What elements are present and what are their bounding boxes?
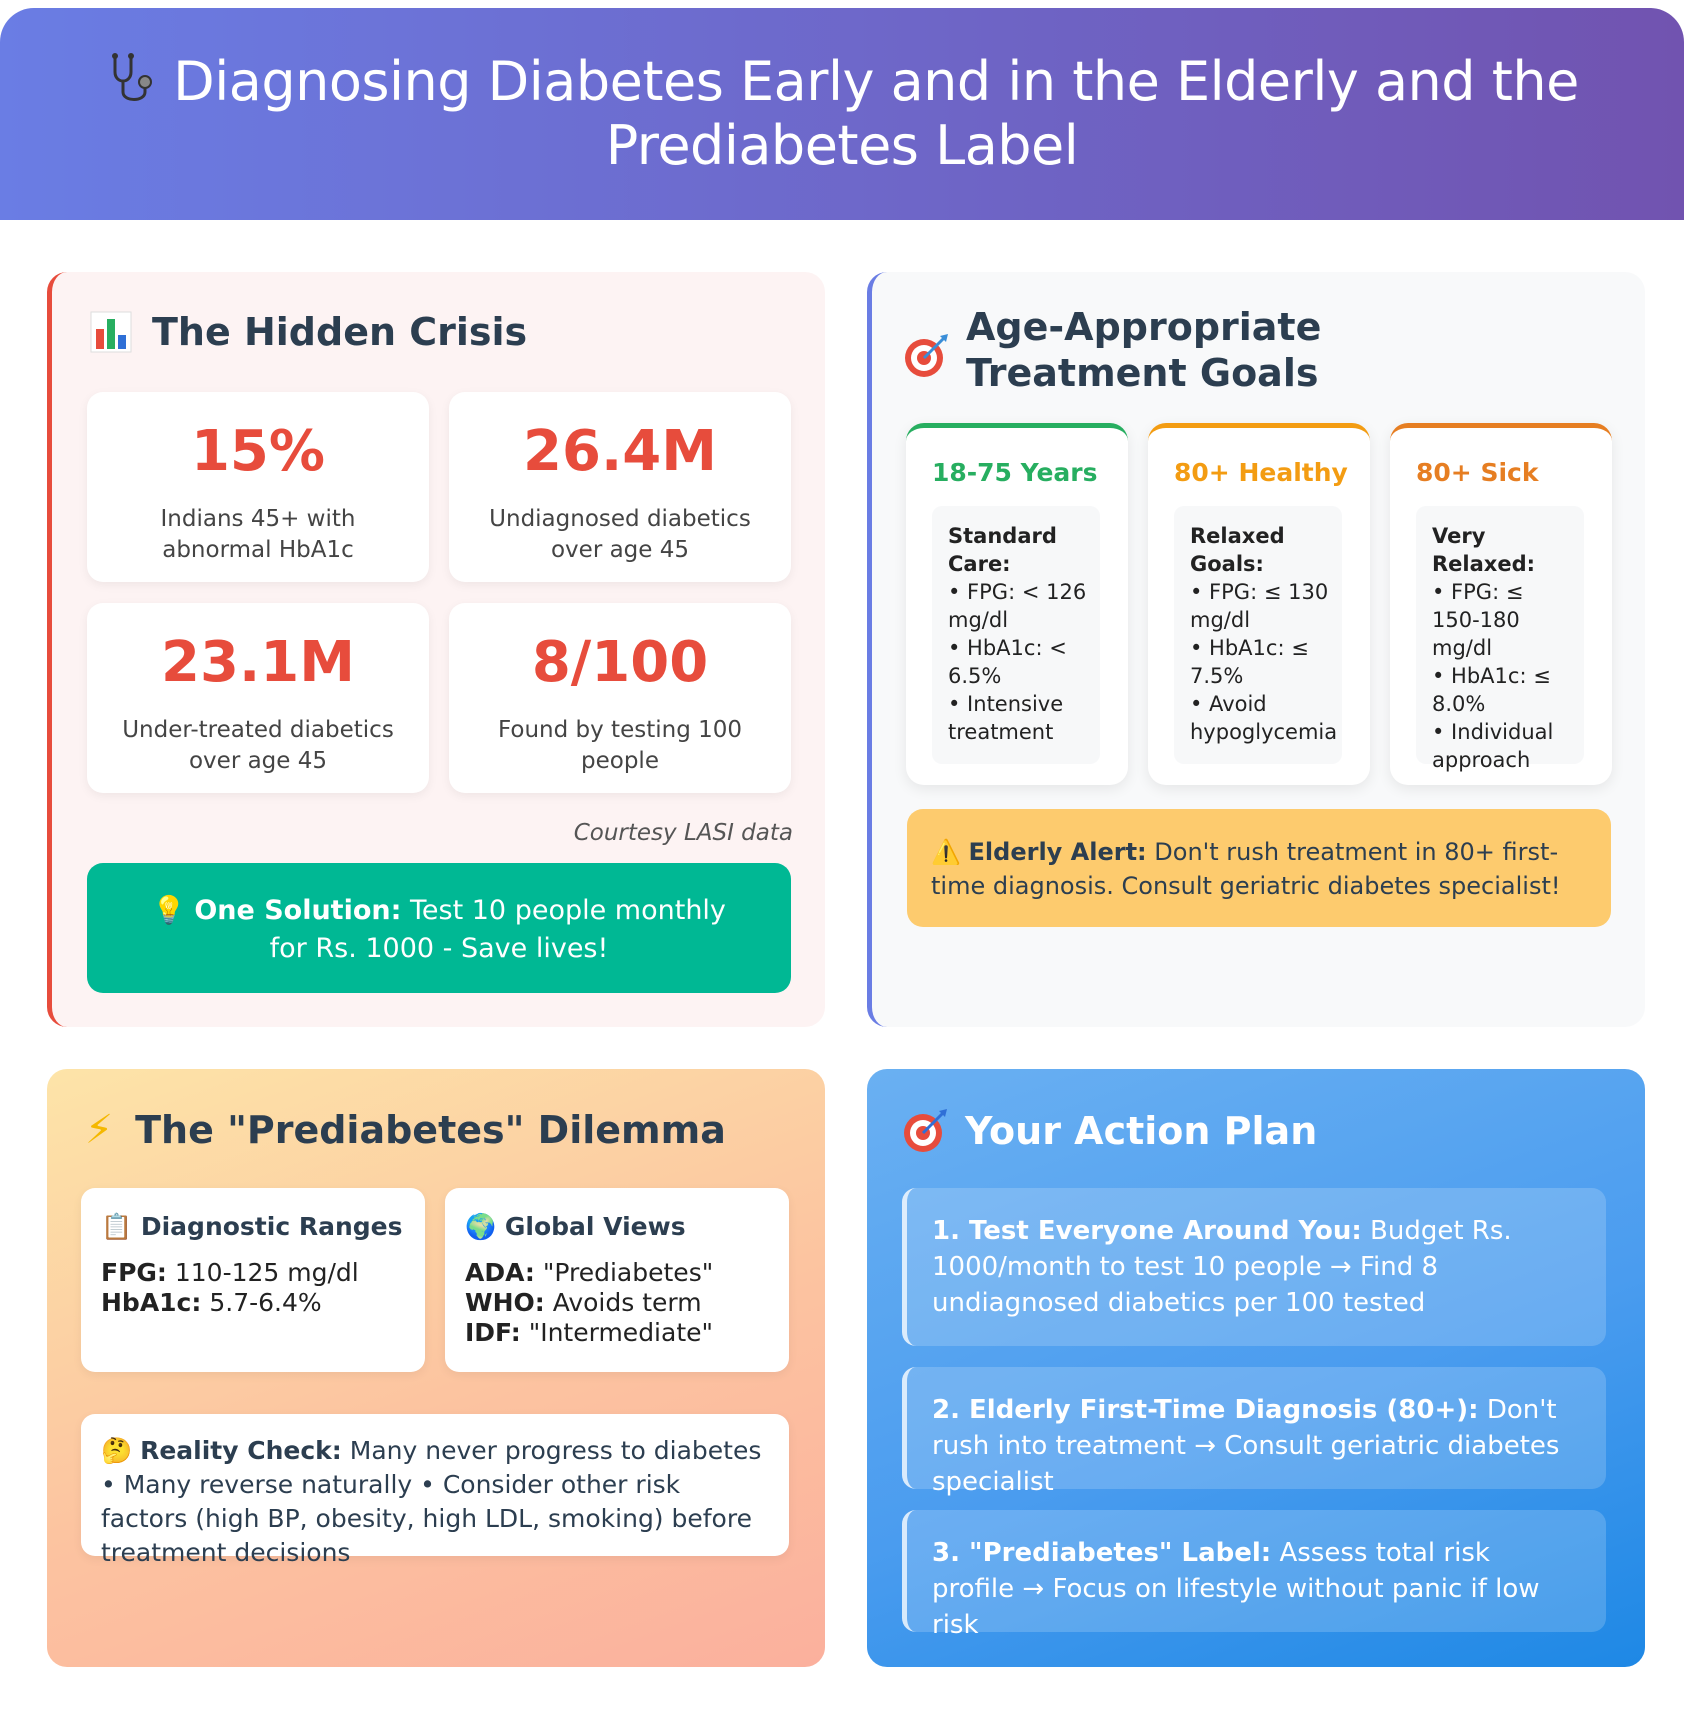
stat-value: 26.4M [523, 419, 717, 484]
goal-title: 80+ Sick [1416, 458, 1539, 487]
view-row: WHO: Avoids term [465, 1288, 702, 1317]
goal-card-80-healthy: 80+ Healthy Relaxed Goals: • FPG: ≤ 130 … [1148, 423, 1370, 785]
global-views-box: 🌍 Global Views ADA: "Prediabetes" WHO: A… [445, 1188, 789, 1372]
alert-text: Don't rush treatment in 80+ first-time d… [931, 838, 1561, 900]
reality-check-text: Many never progress to diabetes • Many r… [101, 1436, 762, 1567]
stat-label: Indians 45+ with abnormal HbA1c [160, 506, 356, 563]
goal-card-18-75: 18-75 Years Standard Care: • FPG: < 126 … [906, 423, 1128, 785]
stat-value: 23.1M [161, 630, 355, 695]
view-row: IDF: "Intermediate" [465, 1318, 714, 1347]
globe-icon: 🌍 [465, 1212, 497, 1241]
action-step: 1. Test Everyone Around You: Budget Rs. … [902, 1188, 1606, 1346]
hidden-crisis-title: The Hidden Crisis [90, 310, 527, 354]
target-icon [905, 334, 948, 377]
page-header: Diagnosing Diabetes Early and in the Eld… [0, 8, 1684, 220]
stat-card: 26.4M Undiagnosed diabetics over age 45 [449, 392, 791, 582]
target-icon [904, 1109, 947, 1152]
stat-value: 15% [190, 419, 326, 484]
solution-text: Test 10 people monthly for Rs. 1000 - Sa… [269, 895, 726, 964]
stat-value: 8/100 [531, 630, 709, 695]
action-plan-card: Your Action Plan 1. Test Everyone Around… [867, 1069, 1645, 1667]
data-source-note: Courtesy LASI data [573, 820, 793, 846]
view-row: ADA: "Prediabetes" [465, 1258, 714, 1287]
stat-card: 23.1M Under-treated diabetics over age 4… [87, 603, 429, 793]
diagnostic-ranges-title: 📋 Diagnostic Ranges [101, 1212, 403, 1241]
goal-card-80-sick: 80+ Sick Very Relaxed: • FPG: ≤ 150-180 … [1390, 423, 1612, 785]
page-title-text: Diagnosing Diabetes Early and in the Eld… [173, 50, 1579, 177]
range-row: HbA1c: 5.7-6.4% [101, 1288, 322, 1317]
stethoscope-icon [112, 53, 153, 101]
page-title: Diagnosing Diabetes Early and in the Eld… [12, 50, 1672, 178]
lightbulb-icon: 💡 [152, 895, 186, 926]
action-plan-title: Your Action Plan [901, 1107, 1317, 1155]
lightning-icon: ⚡ [85, 1107, 114, 1153]
elderly-alert: ⚠️ Elderly Alert: Don't rush treatment i… [907, 809, 1611, 927]
solution-label: One Solution: [194, 895, 402, 926]
prediabetes-title: ⚡ The "Prediabetes" Dilemma [85, 1107, 726, 1153]
action-step: 2. Elderly First-Time Diagnosis (80+): D… [902, 1367, 1606, 1497]
reality-check-box: 🤔 Reality Check: Many never progress to … [81, 1414, 789, 1567]
goal-title: 18-75 Years [932, 458, 1098, 487]
stat-card: 15% Indians 45+ with abnormal HbA1c [87, 392, 429, 582]
stat-card: 8/100 Found by testing 100 people [449, 603, 791, 793]
stat-label: Undiagnosed diabetics over age 45 [489, 506, 751, 563]
treatment-goals-card: Age-Appropriate Treatment Goals 18-75 Ye… [867, 272, 1645, 1027]
warning-icon: ⚠️ [931, 838, 961, 866]
hidden-crisis-card: The Hidden Crisis 15% Indians 45+ with a… [47, 272, 825, 1027]
stat-label: Under-treated diabetics over age 45 [122, 717, 394, 774]
goal-details: Standard Care: • FPG: < 126 mg/dl • HbA1… [932, 506, 1100, 764]
reality-check-label: Reality Check: [140, 1436, 342, 1465]
global-views-title: 🌍 Global Views [465, 1212, 686, 1241]
bar-chart-icon [90, 311, 132, 353]
clipboard-icon: 📋 [101, 1212, 133, 1241]
goal-details: Relaxed Goals: • FPG: ≤ 130 mg/dl • HbA1… [1174, 506, 1342, 764]
treatment-goals-title: Age-Appropriate Treatment Goals [902, 304, 1526, 396]
prediabetes-card: ⚡ The "Prediabetes" Dilemma 📋 Diagnostic… [47, 1069, 825, 1667]
range-row: FPG: 110-125 mg/dl [101, 1258, 359, 1287]
action-step: 3. "Prediabetes" Label: Assess total ris… [902, 1510, 1606, 1640]
diagnostic-ranges-box: 📋 Diagnostic Ranges FPG: 110-125 mg/dl H… [81, 1188, 425, 1372]
alert-label: Elderly Alert: [968, 838, 1147, 866]
goal-details: Very Relaxed: • FPG: ≤ 150-180 mg/dl • H… [1416, 506, 1584, 772]
thinking-face-icon: 🤔 [101, 1436, 133, 1465]
solution-banner: 💡 One Solution: Test 10 people monthly f… [87, 863, 791, 993]
goal-title: 80+ Healthy [1174, 458, 1348, 487]
stat-label: Found by testing 100 people [497, 717, 742, 774]
